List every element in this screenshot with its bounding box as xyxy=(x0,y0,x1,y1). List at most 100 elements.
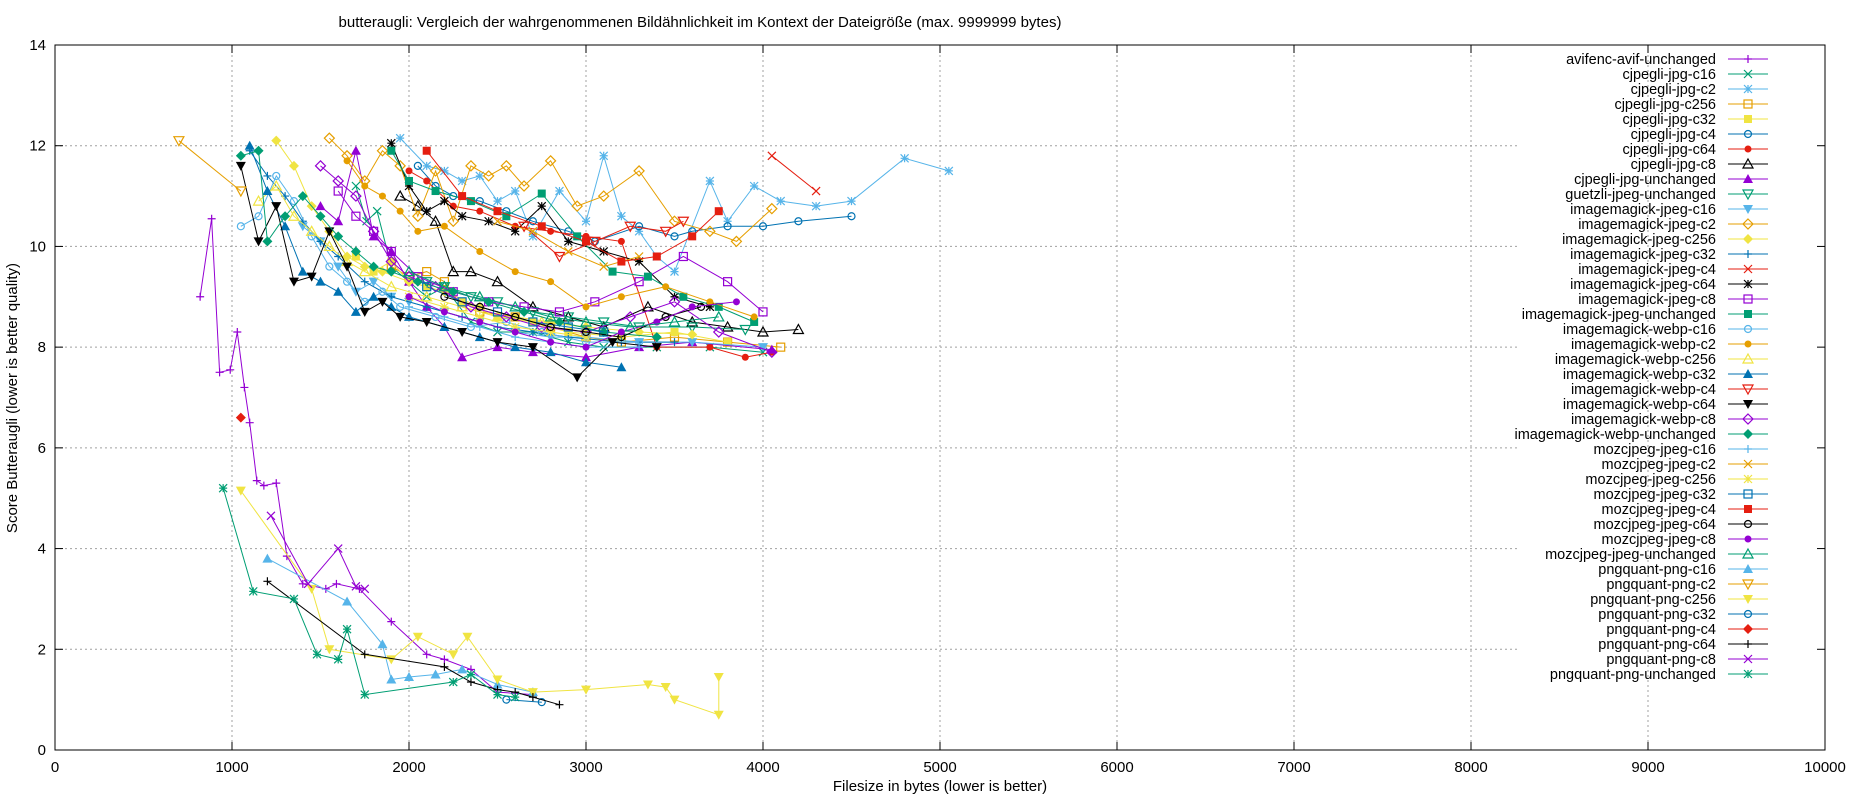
data-point xyxy=(794,217,803,226)
legend-label: mozcjpeg-jpeg-c2 xyxy=(1602,457,1716,473)
data-point xyxy=(449,191,458,201)
data-point xyxy=(492,338,503,348)
data-point xyxy=(333,286,344,296)
data-point xyxy=(332,175,345,187)
legend-label: imagemagick-jpeg-c64 xyxy=(1570,277,1716,293)
legend-swatch-marker xyxy=(1743,234,1753,244)
legend-entry: cjpegli-jpg-c32 xyxy=(1623,112,1768,128)
data-point xyxy=(411,199,424,211)
data-point xyxy=(687,338,698,348)
legend-label: imagemagick-webp-c16 xyxy=(1563,322,1716,338)
data-point xyxy=(634,327,645,338)
data-point xyxy=(634,277,644,287)
legend-swatch-marker xyxy=(1744,535,1752,543)
legend-entry: avifenc-avif-unchanged xyxy=(1566,52,1768,68)
data-point xyxy=(776,342,786,352)
data-point xyxy=(590,297,600,307)
series-line xyxy=(408,296,737,348)
legend-label: cjpegli-jpg-c64 xyxy=(1623,142,1717,158)
data-point xyxy=(714,207,723,216)
data-point xyxy=(448,650,459,660)
legend-entry: cjpegli-jpg-c8 xyxy=(1631,157,1768,173)
legend-label: pngquant-png-c4 xyxy=(1606,622,1716,638)
data-point xyxy=(439,196,449,206)
data-point xyxy=(509,300,522,312)
legend-entry: cjpegli-jpg-unchanged xyxy=(1574,172,1768,188)
data-point xyxy=(333,262,344,272)
legend-label: imagemagick-jpeg-c32 xyxy=(1570,247,1716,263)
series-line xyxy=(408,296,587,338)
legend-swatch-marker xyxy=(1743,99,1753,109)
data-point xyxy=(422,267,432,277)
legend-entry: pngquant-png-c16 xyxy=(1598,562,1768,578)
legend-label: cjpegli-jpg-c4 xyxy=(1631,127,1716,143)
legend-entry: imagemagick-jpeg-c4 xyxy=(1578,262,1768,278)
legend-swatch-marker xyxy=(1743,294,1753,304)
data-point xyxy=(900,153,910,163)
series-pngquant-png-c8 xyxy=(266,511,370,594)
data-point xyxy=(714,302,723,311)
data-point xyxy=(430,669,441,679)
data-point xyxy=(360,650,369,659)
data-point xyxy=(240,383,249,392)
legend-label: imagemagick-webp-c2 xyxy=(1571,337,1716,353)
data-point xyxy=(511,312,520,322)
legend-swatch-marker xyxy=(1741,352,1755,364)
legend-swatch-marker xyxy=(1744,250,1752,258)
legend-label: pngquant-png-c2 xyxy=(1606,577,1716,593)
data-point xyxy=(402,265,416,277)
legend-entry: imagemagick-jpeg-c8 xyxy=(1578,292,1768,308)
data-point xyxy=(617,237,625,245)
data-point xyxy=(528,231,538,241)
data-point xyxy=(394,189,407,201)
data-point xyxy=(502,212,511,221)
data-point xyxy=(462,632,473,642)
data-point xyxy=(244,140,255,150)
series-line xyxy=(320,165,773,353)
data-point xyxy=(215,368,224,377)
data-point xyxy=(758,222,768,231)
series-line xyxy=(771,155,817,192)
data-point xyxy=(547,278,555,286)
data-point xyxy=(287,209,300,221)
legend-label: mozcjpeg-jpeg-c4 xyxy=(1602,502,1716,518)
data-point xyxy=(342,596,353,606)
data-point xyxy=(377,639,388,649)
legend-entry: imagemagick-jpeg-c256 xyxy=(1562,232,1768,248)
data-point xyxy=(413,161,422,170)
data-point xyxy=(236,222,245,231)
series-line xyxy=(346,160,755,318)
legend-entry: cjpegli-jpg-c16 xyxy=(1623,67,1768,83)
data-point xyxy=(358,265,371,277)
data-point xyxy=(368,291,379,301)
legend-swatch-marker xyxy=(1744,445,1752,453)
data-point xyxy=(723,222,732,231)
data-point xyxy=(597,317,610,329)
data-point xyxy=(776,196,786,206)
data-point xyxy=(546,327,556,337)
data-point xyxy=(617,257,626,266)
data-point xyxy=(706,343,714,351)
data-point xyxy=(386,266,397,277)
y-tick-label: 8 xyxy=(38,339,46,356)
data-point xyxy=(721,320,734,332)
series-line xyxy=(178,140,242,192)
legend-label: pngquant-png-c8 xyxy=(1606,652,1716,668)
data-point xyxy=(332,579,341,588)
data-point xyxy=(599,262,609,271)
legend-swatch-marker xyxy=(1743,624,1753,634)
data-point xyxy=(403,270,415,283)
data-point xyxy=(377,297,388,307)
data-point xyxy=(652,252,661,261)
legend-entry: imagemagick-webp-unchanged xyxy=(1514,427,1768,443)
data-point xyxy=(758,343,768,353)
data-point xyxy=(581,332,591,342)
legend-label: cjpegli-jpg-c256 xyxy=(1614,97,1716,113)
data-point xyxy=(351,181,361,191)
data-point xyxy=(670,338,679,347)
data-point xyxy=(492,675,503,685)
legend-entry: imagemagick-webp-c4 xyxy=(1571,382,1768,398)
data-point xyxy=(526,300,539,312)
legend-swatch-marker xyxy=(1743,654,1753,664)
data-point xyxy=(705,176,715,186)
